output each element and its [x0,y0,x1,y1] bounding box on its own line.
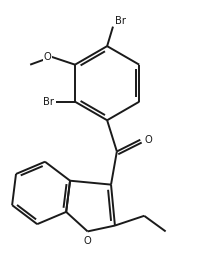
Text: Br: Br [115,16,126,26]
Text: O: O [84,236,91,246]
Text: Br: Br [43,97,54,107]
Text: O: O [44,52,52,62]
Text: O: O [144,135,152,145]
